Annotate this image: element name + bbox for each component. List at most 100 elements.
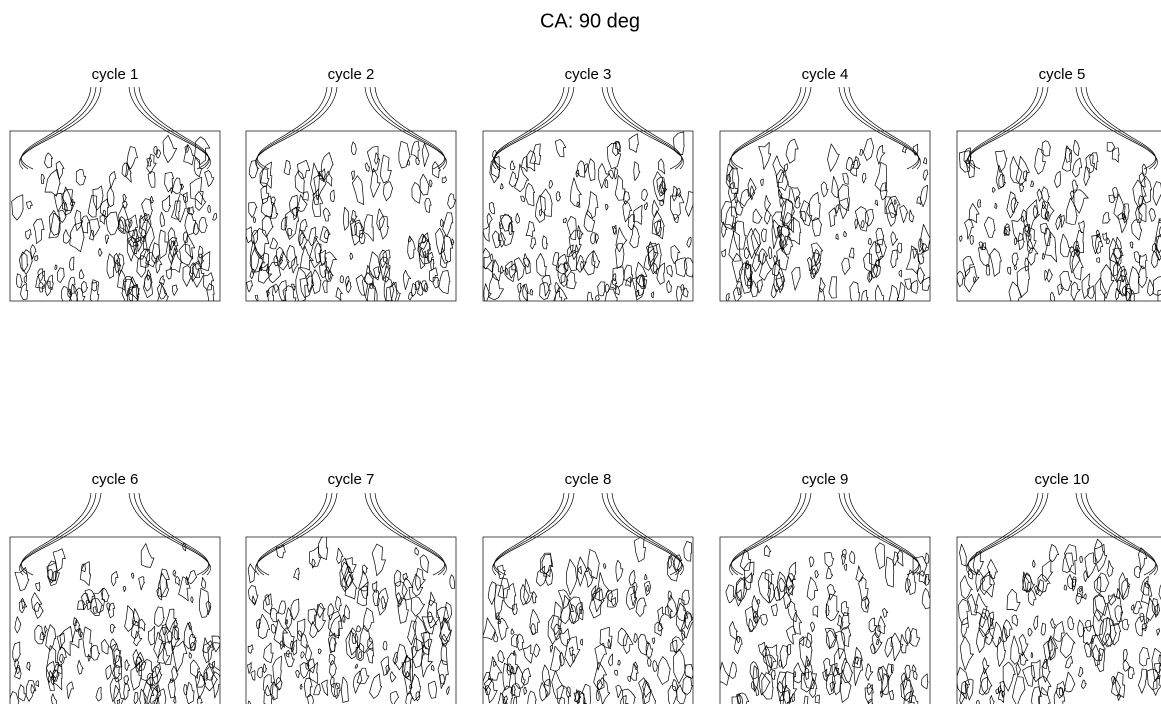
contour-line: [826, 567, 833, 578]
contour-line: [1012, 253, 1018, 265]
contour-line: [888, 203, 897, 218]
contour-line: [647, 585, 650, 591]
contour-line: [878, 616, 886, 634]
contour-line: [257, 667, 263, 678]
panel: cycle 4: [720, 66, 931, 308]
contour-line: [431, 259, 434, 270]
contour-line: [792, 268, 801, 291]
panel: cycle 2: [246, 66, 456, 313]
contour-line: [34, 219, 45, 244]
contour-line: [676, 286, 682, 301]
valve-line: [968, 87, 1038, 169]
contour-line: [248, 585, 258, 603]
contour-line: [656, 221, 660, 234]
contour-line: [801, 201, 812, 226]
contour-line: [658, 657, 671, 685]
contour-line: [16, 274, 22, 288]
contour-line: [995, 203, 997, 208]
contour-line: [1028, 628, 1032, 636]
contour-line: [172, 666, 178, 681]
contour-line: [866, 664, 873, 681]
contour-line: [834, 649, 847, 675]
contour-line: [764, 210, 771, 224]
contour-line: [644, 202, 647, 209]
contour-line: [1095, 544, 1107, 571]
contour-line: [891, 232, 898, 246]
contour-line: [330, 660, 337, 677]
contour-line: [365, 163, 370, 172]
contour-line: [251, 671, 255, 681]
contour-line: [1148, 280, 1154, 296]
contour-line: [498, 618, 508, 640]
contour-line: [19, 601, 27, 613]
contour-line: [759, 253, 772, 280]
contour-line: [1086, 155, 1095, 174]
contour-line: [876, 639, 878, 645]
contour-line: [556, 191, 561, 201]
contour-line: [171, 201, 180, 219]
contour-line: [15, 567, 29, 590]
contour-line: [1122, 578, 1130, 600]
contour-line: [652, 638, 655, 644]
contour-line: [163, 641, 173, 665]
contour-line: [648, 244, 661, 274]
contour-line: [836, 234, 838, 240]
contour-line: [554, 287, 567, 314]
contour-line: [123, 586, 126, 592]
contour-line: [356, 626, 361, 632]
contour-line: [295, 170, 304, 193]
contour-line: [513, 651, 515, 656]
contour-line: [15, 617, 21, 633]
contour-line: [843, 173, 849, 184]
contour-line: [855, 219, 858, 229]
contour-line: [757, 599, 760, 604]
contour-line: [402, 659, 413, 682]
contour-line: [300, 219, 307, 231]
contour-line: [247, 281, 253, 292]
contour-line: [276, 545, 285, 558]
contour-line: [176, 576, 180, 585]
contour-line: [131, 662, 142, 690]
contour-line: [628, 676, 631, 682]
panel: cycle 6: [8, 471, 223, 704]
contour-line: [35, 255, 38, 261]
contour-line: [1093, 645, 1102, 666]
contour-line: [902, 147, 906, 153]
contour-line: [415, 547, 419, 555]
contour-line: [563, 218, 566, 223]
contour-line: [1033, 560, 1036, 567]
contour-line: [961, 681, 968, 693]
contour-line: [668, 556, 672, 568]
contour-line: [624, 265, 633, 283]
contour-line: [431, 665, 434, 671]
contour-line: [960, 544, 967, 566]
contour-line: [312, 270, 321, 294]
contour-line: [448, 194, 456, 209]
contour-line: [1042, 560, 1052, 582]
contour-line: [1066, 198, 1077, 224]
contour-line: [555, 139, 566, 157]
panel: cycle 7: [246, 471, 456, 704]
contour-line: [301, 652, 305, 659]
contour-line: [1018, 233, 1024, 250]
contour-line: [399, 141, 410, 168]
contour-line: [875, 162, 887, 191]
contour-line: [24, 275, 27, 283]
contour-line: [273, 656, 282, 686]
contour-line: [36, 681, 39, 687]
contour-line: [863, 138, 873, 160]
contour-line: [854, 658, 863, 686]
contour-line: [433, 277, 439, 288]
contour-line: [920, 185, 927, 207]
contour-line: [265, 595, 269, 606]
contour-line: [125, 660, 130, 671]
contour-line: [735, 577, 744, 606]
contour-line: [897, 243, 902, 253]
contour-line: [537, 253, 547, 276]
contour-line: [542, 665, 549, 686]
contour-line: [526, 221, 535, 237]
contour-line: [846, 157, 854, 170]
contour-line: [156, 663, 161, 676]
contour-line: [778, 172, 790, 201]
contour-line: [585, 567, 594, 587]
